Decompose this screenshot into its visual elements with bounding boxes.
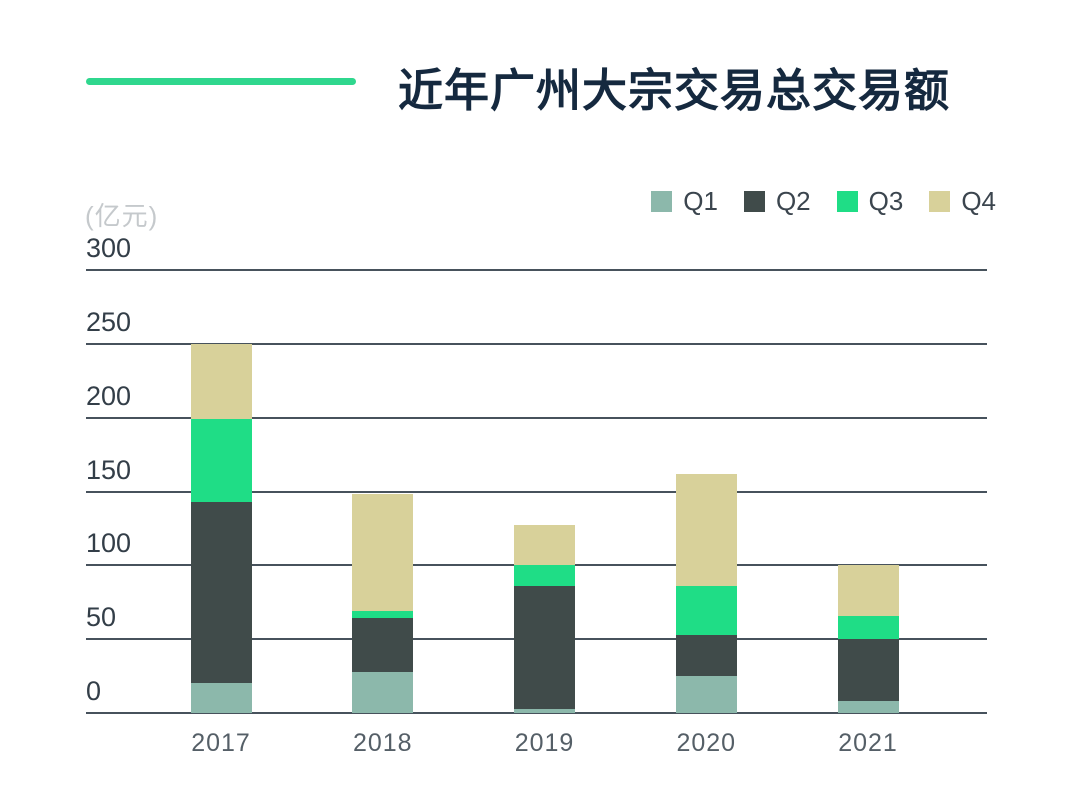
bar-segment-2021-q4 xyxy=(837,565,899,616)
page-title: 近年广州大宗交易总交易额 xyxy=(398,65,951,116)
y-gridline-300 xyxy=(86,269,987,271)
x-tick-label-2019: 2019 xyxy=(514,729,575,757)
legend-swatch-q3 xyxy=(836,191,858,212)
legend-label-q2: Q2 xyxy=(775,186,811,216)
legend-item-q4: Q4 xyxy=(929,186,996,217)
bar-segment-2020-q4 xyxy=(675,473,737,586)
legend-item-q2: Q2 xyxy=(743,186,811,217)
legend-label-q1: Q1 xyxy=(683,186,718,216)
bar-segment-2019-q1 xyxy=(514,708,575,713)
y-tick-label-100: 100 xyxy=(86,528,132,559)
bar-segment-2019-q3 xyxy=(514,565,575,586)
bar-segment-2020-q1 xyxy=(675,676,737,713)
bar-segment-2021-q2 xyxy=(837,639,899,702)
bar-segment-2020-q3 xyxy=(675,586,737,635)
x-tick-label-2021: 2021 xyxy=(838,729,898,757)
bar-segment-2018-q3 xyxy=(352,611,414,619)
y-gridline-200 xyxy=(86,416,987,419)
legend-swatch-q2 xyxy=(743,191,765,212)
y-tick-label-300: 300 xyxy=(86,233,132,263)
bar-segment-2018-q4 xyxy=(352,494,414,612)
legend-label-q4: Q4 xyxy=(961,186,996,216)
legend-swatch-q1 xyxy=(651,191,673,212)
y-axis-unit-label: (亿元) xyxy=(85,201,159,231)
y-gridline-250 xyxy=(86,342,987,345)
bar-segment-2017-q3 xyxy=(190,419,252,502)
x-tick-label-2017: 2017 xyxy=(191,729,251,757)
x-tick-label-2018: 2018 xyxy=(352,729,413,757)
y-gridline-0 xyxy=(86,712,987,714)
bar-segment-2017-q2 xyxy=(190,501,252,684)
legend-item-q3: Q3 xyxy=(836,186,904,217)
x-tick-label-2020: 2020 xyxy=(676,729,737,757)
legend-item-q1: Q1 xyxy=(651,186,718,217)
bar-segment-2019-q2 xyxy=(514,586,575,709)
y-tick-label-200: 200 xyxy=(86,380,132,411)
y-gridline-150 xyxy=(86,490,987,493)
bar-segment-2017-q1 xyxy=(190,683,252,713)
bar-segment-2021-q3 xyxy=(837,615,899,640)
bar-segment-2020-q2 xyxy=(675,634,737,677)
bar-segment-2019-q4 xyxy=(514,525,575,566)
y-tick-label-50: 50 xyxy=(86,602,117,633)
legend: Q1 Q2 Q3 Q4 xyxy=(651,186,996,217)
title-accent-line xyxy=(86,78,356,85)
bar-segment-2021-q1 xyxy=(837,701,899,713)
bar-segment-2018-q2 xyxy=(352,618,414,672)
y-tick-label-150: 150 xyxy=(86,454,132,485)
y-tick-label-250: 250 xyxy=(86,306,132,337)
legend-label-q3: Q3 xyxy=(868,186,904,216)
y-tick-label-0: 0 xyxy=(86,676,102,706)
legend-swatch-q4 xyxy=(929,191,951,212)
bar-segment-2017-q4 xyxy=(190,343,252,420)
bar-segment-2018-q1 xyxy=(352,671,414,713)
